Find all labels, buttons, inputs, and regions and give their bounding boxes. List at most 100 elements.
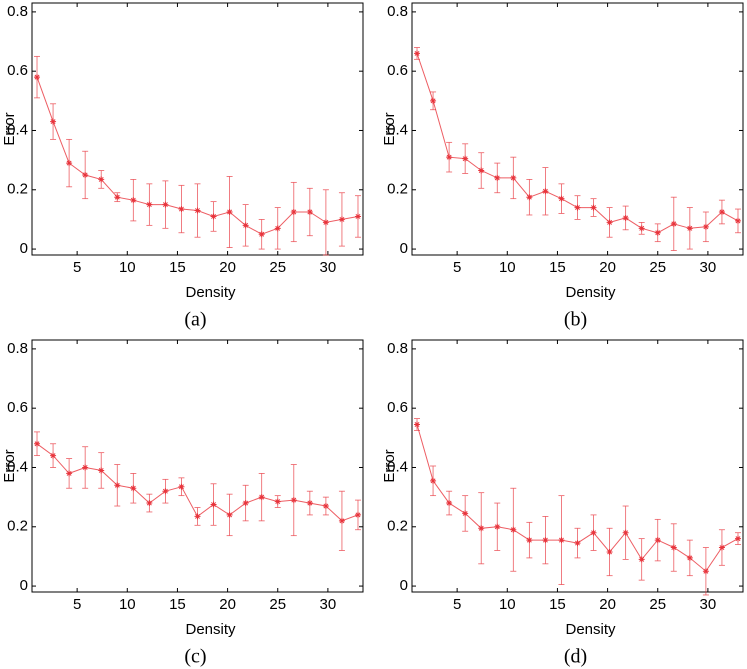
marker: [178, 483, 185, 490]
marker: [462, 510, 469, 517]
marker: [130, 197, 137, 204]
marker: [130, 485, 137, 492]
marker: [306, 209, 313, 216]
x-tick-label: 30: [700, 596, 717, 613]
marker: [638, 225, 645, 232]
y-tick-label: 0.2: [387, 518, 408, 535]
marker: [734, 217, 741, 224]
x-tick-label: 25: [269, 259, 286, 276]
marker: [162, 488, 169, 495]
marker: [210, 501, 217, 508]
marker: [258, 494, 265, 501]
marker: [290, 497, 297, 504]
marker: [66, 160, 73, 167]
marker: [542, 537, 549, 544]
marker: [242, 500, 249, 507]
y-axis-label: Error: [381, 449, 398, 482]
panel: 0 0.2 0.4 0.6 0.8 5 10 15 20 25 30 Density Error (b): [381, 2, 744, 331]
marker: [654, 537, 661, 544]
y-tick-label: 0: [400, 240, 408, 257]
x-tick-label: 10: [499, 259, 516, 276]
y-tick-label: 0.8: [7, 340, 28, 357]
marker: [66, 470, 73, 477]
marker: [510, 174, 517, 181]
y-tick-label: 0.8: [7, 3, 28, 20]
marker: [194, 513, 201, 520]
x-axis-label: Density: [565, 284, 616, 301]
x-tick-label: 15: [169, 259, 186, 276]
marker: [574, 540, 581, 547]
x-tick-label: 15: [549, 596, 566, 613]
marker: [274, 498, 281, 505]
x-tick-label: 20: [599, 596, 616, 613]
x-tick-label: 5: [73, 596, 81, 613]
marker: [590, 529, 597, 536]
plot-frame: [411, 2, 744, 256]
marker: [50, 452, 57, 459]
marker: [82, 171, 89, 178]
y-axis-label: Error: [381, 112, 398, 145]
marker: [162, 201, 169, 208]
marker: [290, 209, 297, 216]
marker: [114, 482, 121, 489]
x-axis-label: Density: [565, 621, 616, 638]
marker: [34, 74, 41, 81]
marker: [654, 229, 661, 236]
marker: [226, 511, 233, 518]
x-tick-label: 20: [599, 259, 616, 276]
x-tick-label: 20: [219, 259, 236, 276]
marker: [82, 464, 89, 471]
marker: [338, 216, 345, 223]
y-tick-label: 0.8: [387, 3, 408, 20]
marker: [114, 194, 121, 201]
marker: [258, 231, 265, 238]
marker: [686, 225, 693, 232]
marker: [558, 195, 565, 202]
x-tick-label: 30: [700, 259, 717, 276]
y-tick-label: 0: [20, 240, 28, 257]
x-tick-label: 25: [269, 596, 286, 613]
marker: [210, 213, 217, 220]
marker: [414, 50, 421, 57]
x-tick-label: 15: [549, 259, 566, 276]
y-tick-label: 0.2: [7, 518, 28, 535]
marker: [718, 544, 725, 551]
plot-frame: [411, 339, 744, 593]
y-tick-label: 0: [20, 577, 28, 594]
y-tick-label: 0: [400, 577, 408, 594]
y-tick-label: 0.6: [387, 62, 408, 79]
x-tick-label: 10: [499, 596, 516, 613]
marker: [670, 544, 677, 551]
panel: 0 0.2 0.4 0.6 0.8 5 10 15 20 25 30 Density Error (a): [1, 2, 364, 331]
marker: [354, 213, 361, 220]
marker: [98, 467, 105, 474]
x-tick-label: 15: [169, 596, 186, 613]
caption: (d): [564, 646, 587, 668]
y-axis-label: Error: [1, 449, 18, 482]
marker: [686, 554, 693, 561]
y-tick-label: 0.4: [387, 458, 408, 475]
marker: [558, 537, 565, 544]
marker: [446, 500, 453, 507]
y-tick-label: 0.2: [7, 181, 28, 198]
marker: [50, 118, 57, 125]
marker: [670, 220, 677, 227]
x-tick-label: 5: [73, 259, 81, 276]
marker: [574, 204, 581, 211]
marker: [146, 500, 153, 507]
marker: [494, 174, 501, 181]
y-tick-label: 0.4: [387, 121, 408, 138]
x-tick-label: 10: [119, 596, 136, 613]
y-axis-label: Error: [1, 112, 18, 145]
marker: [606, 548, 613, 555]
marker: [430, 477, 437, 484]
y-tick-label: 0.6: [7, 62, 28, 79]
marker: [322, 219, 329, 226]
y-tick-label: 0.8: [387, 340, 408, 357]
marker: [606, 219, 613, 226]
caption: (c): [184, 646, 206, 668]
panel: 0 0.2 0.4 0.6 0.8 5 10 15 20 25 30 Density Error (c): [1, 339, 364, 668]
marker: [622, 529, 629, 536]
marker: [430, 97, 437, 104]
marker: [590, 204, 597, 211]
